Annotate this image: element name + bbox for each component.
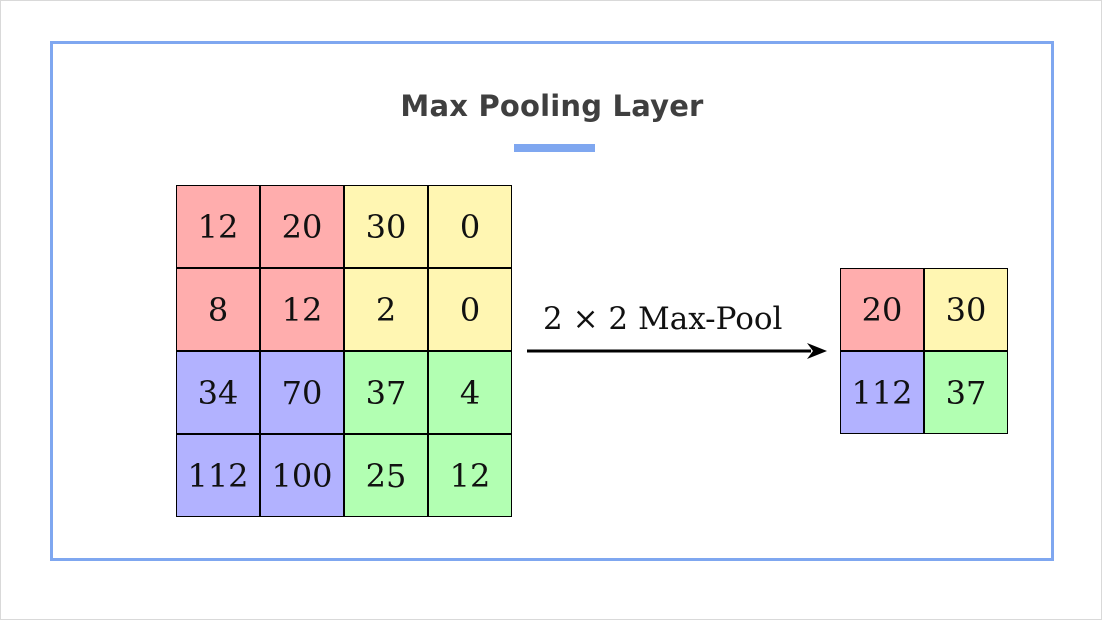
input-cell: 100 [261, 435, 343, 516]
input-cell: 8 [177, 269, 259, 350]
input-cell: 12 [261, 269, 343, 350]
input-cell: 70 [261, 352, 343, 433]
input-cell: 37 [345, 352, 427, 433]
operation-label: 2 × 2 Max-Pool [543, 301, 783, 337]
title-underline [514, 144, 595, 152]
input-cell: 0 [429, 186, 511, 267]
output-cell: 20 [841, 269, 923, 350]
input-cell: 20 [261, 186, 343, 267]
input-cell: 112 [177, 435, 259, 516]
input-cell: 34 [177, 352, 259, 433]
input-cell: 25 [345, 435, 427, 516]
output-cell: 112 [841, 352, 923, 433]
input-cell: 12 [177, 186, 259, 267]
input-cell: 4 [429, 352, 511, 433]
output-cell: 30 [925, 269, 1007, 350]
input-cell: 0 [429, 269, 511, 350]
output-cell: 37 [925, 352, 1007, 433]
input-cell: 2 [345, 269, 427, 350]
input-cell: 12 [429, 435, 511, 516]
input-cell: 30 [345, 186, 427, 267]
slide-card: Max Pooling Layer 12 20 30 0 8 12 2 0 34 70 37 4 112… [50, 41, 1054, 561]
output-matrix: 20 30 112 37 [840, 268, 1008, 434]
input-matrix: 12 20 30 0 8 12 2 0 34 70 37 4 112 100 25 12 [176, 185, 512, 517]
page-title: Max Pooling Layer [400, 89, 704, 123]
arrow-right-icon [527, 343, 827, 359]
